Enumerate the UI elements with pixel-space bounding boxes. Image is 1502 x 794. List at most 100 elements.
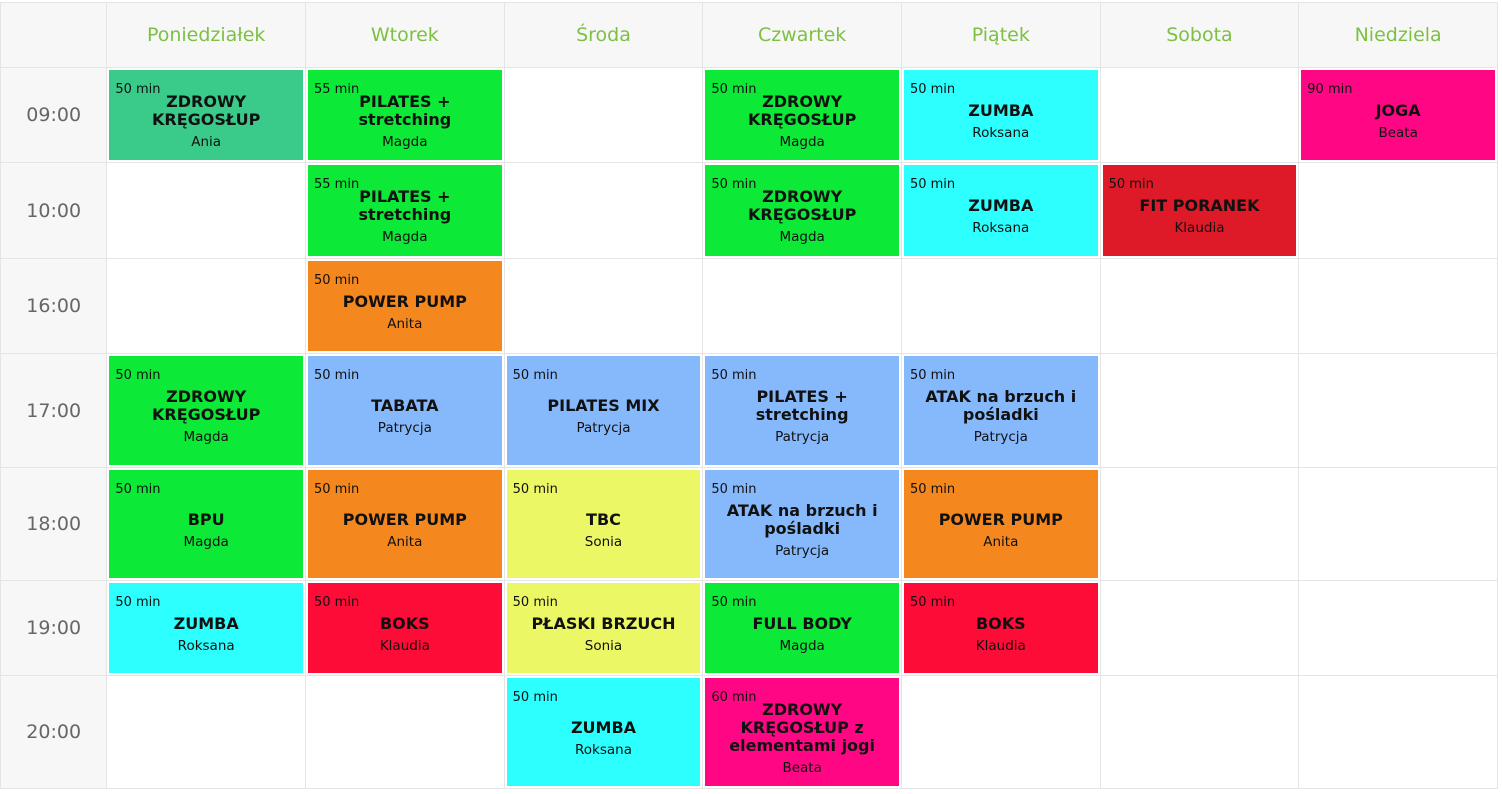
class-event[interactable]: 50 min FULL BODY Magda xyxy=(705,583,899,673)
class-event[interactable]: 50 min PILATES + stretching Patrycja xyxy=(705,356,899,465)
class-duration: 50 min xyxy=(909,82,956,97)
class-instructor: Patrycja xyxy=(973,429,1028,445)
class-event[interactable]: 50 min FIT PORANEK Klaudia xyxy=(1102,165,1297,256)
class-event[interactable]: 50 min ZDROWY KRĘGOSŁUP Magda xyxy=(109,356,303,465)
schedule-cell: 50 min BOKS Klaudia xyxy=(305,580,505,676)
timetable-body: 09:00 50 min ZDROWY KRĘGOSŁUP Ania 55 min PIL… xyxy=(0,67,1498,789)
class-event[interactable]: 55 min PILATES + stretching Magda xyxy=(308,165,502,256)
time-label: 09:00 xyxy=(0,67,108,163)
class-name: PILATES + stretching xyxy=(358,91,452,129)
schedule-cell: 50 min POWER PUMP Anita xyxy=(305,467,505,581)
schedule-cell: 50 min ZUMBA Roksana xyxy=(900,67,1101,163)
class-event[interactable]: 50 min TBC Sonia xyxy=(506,470,701,578)
class-name: POWER PUMP xyxy=(938,509,1063,529)
day-header-thursday: Czwartek xyxy=(702,2,902,68)
class-event[interactable]: 60 min ZDROWY KRĘGOSŁUP z elementami jogi… xyxy=(705,678,899,786)
class-instructor: Magda xyxy=(183,533,229,550)
time-label: 16:00 xyxy=(0,258,108,354)
class-name: FULL BODY xyxy=(752,613,852,633)
class-instructor: Magda xyxy=(779,229,825,245)
class-duration: 50 min xyxy=(711,368,757,383)
class-instructor: Patrycja xyxy=(775,542,830,559)
schedule-cell: 50 min ZUMBA Roksana xyxy=(106,580,306,676)
class-event[interactable]: 50 min ATAK na brzuch i pośladki Patrycja xyxy=(903,356,1098,465)
class-event[interactable]: 50 min ATAK na brzuch i pośladki Patrycja xyxy=(705,470,899,578)
class-event[interactable]: 50 min POWER PUMP Anita xyxy=(308,470,502,578)
schedule-cell: 50 min FIT PORANEK Klaudia xyxy=(1099,162,1300,259)
time-label: 10:00 xyxy=(0,162,108,259)
class-event[interactable]: 50 min POWER PUMP Anita xyxy=(903,470,1098,578)
class-event[interactable]: 50 min POWER PUMP Anita xyxy=(308,261,502,351)
class-name: FIT PORANEK xyxy=(1139,196,1260,215)
class-event[interactable]: 50 min ZUMBA Roksana xyxy=(506,678,701,786)
class-duration: 50 min xyxy=(512,595,558,610)
class-instructor: Roksana xyxy=(574,741,632,758)
class-event[interactable]: 50 min BOKS Klaudia xyxy=(903,583,1098,673)
time-column-header xyxy=(0,2,108,68)
class-name: ZDROWY KRĘGOSŁUP xyxy=(152,91,261,129)
schedule-cell xyxy=(900,258,1101,354)
schedule-cell: 50 min ZDROWY KRĘGOSŁUP Magda xyxy=(702,67,902,163)
class-duration: 50 min xyxy=(314,368,360,383)
class-duration: 50 min xyxy=(1108,177,1154,192)
class-event[interactable]: 50 min ZDROWY KRĘGOSŁUP Ania xyxy=(109,70,303,160)
schedule-cell xyxy=(1099,353,1300,468)
class-name: PILATES + stretching xyxy=(755,387,849,424)
class-duration: 55 min xyxy=(314,177,360,192)
class-duration: 50 min xyxy=(909,595,956,610)
class-name: BOKS xyxy=(379,613,430,633)
class-name: ATAK na brzuch i pośladki xyxy=(925,387,1077,424)
schedule-cell: 50 min TBC Sonia xyxy=(503,467,704,581)
schedule-cell xyxy=(1099,67,1300,163)
class-duration: 50 min xyxy=(115,595,161,610)
class-duration: 50 min xyxy=(115,82,161,97)
class-event[interactable]: 50 min ZUMBA Roksana xyxy=(903,165,1098,256)
class-event[interactable]: 50 min BPU Magda xyxy=(109,470,303,578)
schedule-cell xyxy=(1099,675,1300,789)
schedule-cell xyxy=(503,258,704,354)
class-duration: 50 min xyxy=(711,595,757,610)
class-event[interactable]: 50 min ZDROWY KRĘGOSŁUP Magda xyxy=(705,70,899,160)
class-duration: 50 min xyxy=(314,482,360,497)
time-row: 20:00 50 min ZUMBA Roksana 60 min ZDROWY KRĘG… xyxy=(0,675,1498,789)
time-row: 10:00 55 min PILATES + stretching Magda 50 m… xyxy=(0,162,1498,259)
class-event[interactable]: 50 min BOKS Klaudia xyxy=(308,583,502,673)
class-instructor: Beata xyxy=(1378,124,1418,141)
schedule-cell: 50 min ZUMBA Roksana xyxy=(503,675,704,789)
class-duration: 50 min xyxy=(711,82,757,97)
class-event[interactable]: 55 min PILATES + stretching Magda xyxy=(308,70,502,160)
schedule-cell xyxy=(1298,580,1498,676)
class-instructor: Roksana xyxy=(972,220,1030,236)
schedule-cell xyxy=(106,258,306,354)
class-instructor: Roksana xyxy=(972,124,1030,141)
class-name: ZDROWY KRĘGOSŁUP xyxy=(747,91,857,129)
class-instructor: Anita xyxy=(387,533,423,550)
time-label: 19:00 xyxy=(0,580,108,676)
class-event[interactable]: 50 min ZUMBA Roksana xyxy=(903,70,1098,160)
class-duration: 50 min xyxy=(909,368,956,383)
class-event[interactable]: 50 min TABATA Patrycja xyxy=(308,356,502,465)
day-header-monday: Poniedziałek xyxy=(106,2,306,68)
schedule-cell xyxy=(702,258,902,354)
class-event[interactable]: 50 min ZDROWY KRĘGOSŁUP Magda xyxy=(705,165,899,256)
schedule-cell xyxy=(305,675,505,789)
class-event[interactable]: 50 min PŁASKI BRZUCH Sonia xyxy=(506,583,701,673)
class-event[interactable]: 90 min JOGA Beata xyxy=(1301,70,1495,160)
class-duration: 50 min xyxy=(314,273,360,288)
class-name: ZUMBA xyxy=(173,613,239,633)
schedule-cell xyxy=(106,162,306,259)
schedule-cell: 50 min PILATES + stretching Patrycja xyxy=(702,353,902,468)
schedule-cell xyxy=(1099,467,1300,581)
class-event[interactable]: 50 min ZUMBA Roksana xyxy=(109,583,303,673)
class-name: ZUMBA xyxy=(968,196,1034,215)
class-name: BOKS xyxy=(975,613,1026,633)
class-name: BPU xyxy=(187,509,225,529)
schedule-cell: 50 min PŁASKI BRZUCH Sonia xyxy=(503,580,704,676)
schedule-cell xyxy=(1298,467,1498,581)
schedule-cell xyxy=(1298,162,1498,259)
class-event[interactable]: 50 min PILATES MIX Patrycja xyxy=(506,356,701,465)
class-duration: 60 min xyxy=(711,690,757,705)
class-instructor: Sonia xyxy=(584,533,623,550)
schedule-cell: 50 min ZDROWY KRĘGOSŁUP Ania xyxy=(106,67,306,163)
